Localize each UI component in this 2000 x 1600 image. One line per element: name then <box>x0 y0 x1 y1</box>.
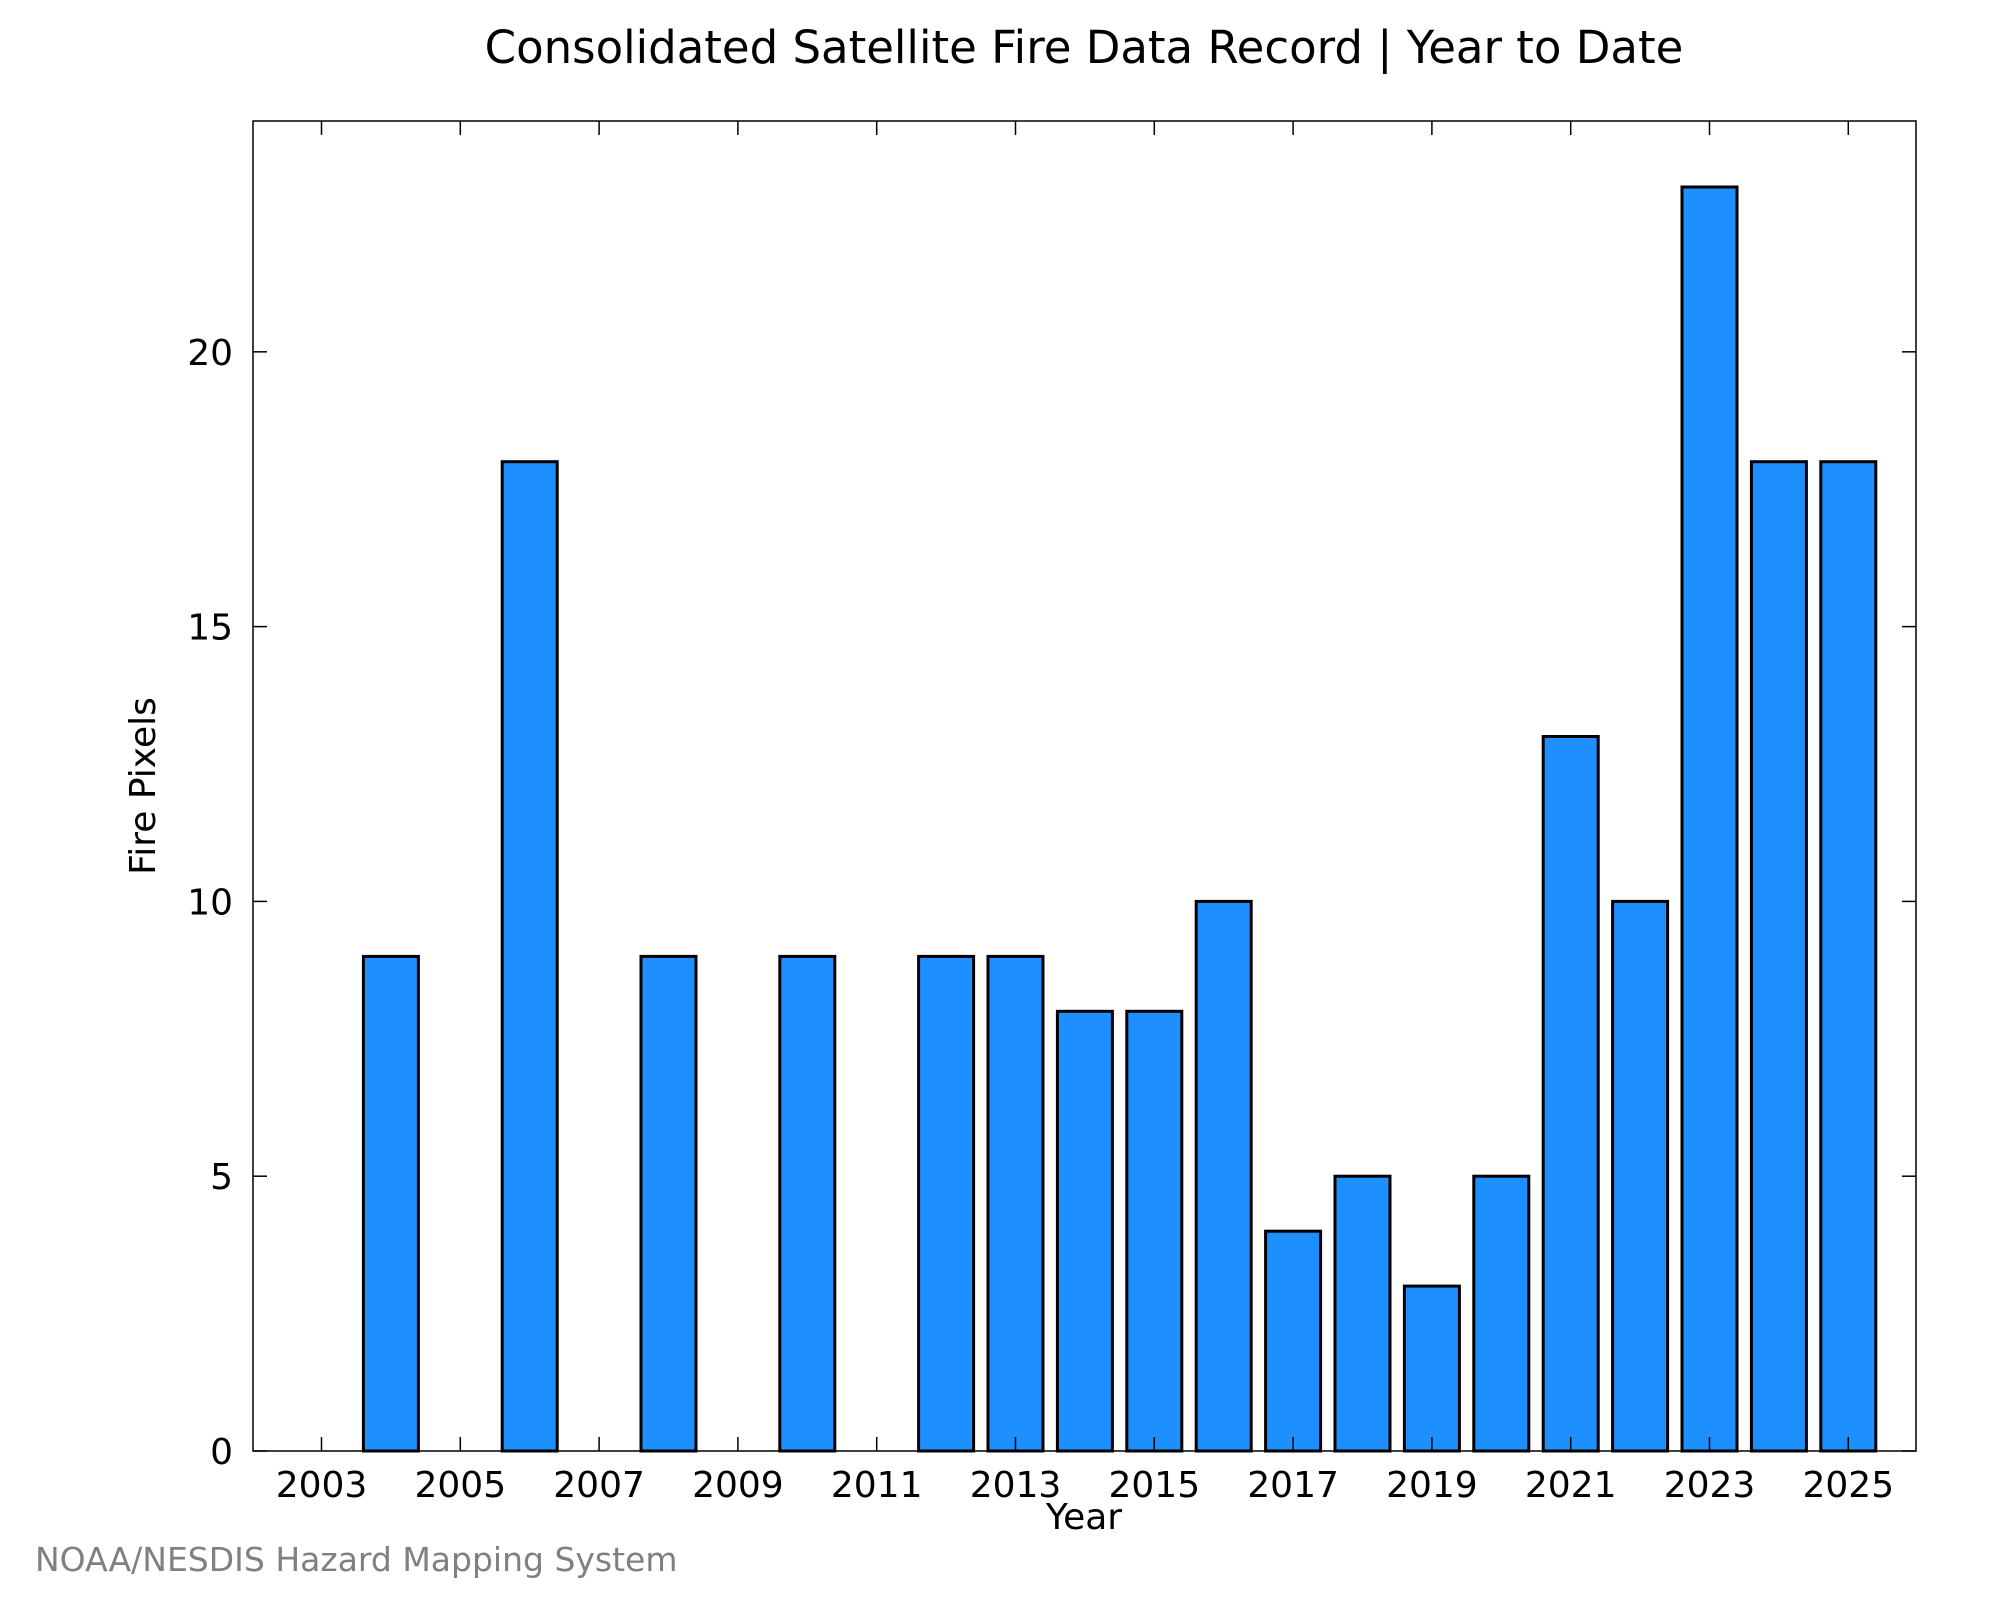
y-tick-label: 20 <box>187 333 233 374</box>
x-tick-label: 2023 <box>1664 1465 1756 1506</box>
bar-2020 <box>1472 1174 1531 1453</box>
bar-2023 <box>1680 185 1739 1453</box>
x-tick-label: 2021 <box>1525 1465 1617 1506</box>
bar-2021 <box>1541 735 1600 1453</box>
bar-2024 <box>1749 460 1808 1453</box>
y-axis-ticks: 0 5 10 15 20 <box>187 333 1916 1473</box>
chart-title: Consolidated Satellite Fire Data Record … <box>485 21 1684 74</box>
bar-2004 <box>361 954 420 1453</box>
x-tick-label: 2003 <box>276 1465 368 1506</box>
bar-2008 <box>639 954 698 1453</box>
x-tick-label: 2017 <box>1247 1465 1339 1506</box>
x-axis-label: Year <box>1045 1497 1122 1538</box>
y-tick-label: 10 <box>187 882 233 923</box>
bar-2016 <box>1194 899 1253 1453</box>
bar-2012 <box>917 954 976 1453</box>
x-tick-label: 2025 <box>1802 1465 1894 1506</box>
bar-2022 <box>1611 899 1670 1453</box>
y-tick-label: 15 <box>187 608 233 649</box>
bar-2010 <box>778 954 837 1453</box>
x-axis-ticks: 2003 2005 2007 2009 2011 2013 2015 2017 2019 2021… <box>276 121 1894 1506</box>
y-tick-label: 0 <box>210 1432 233 1473</box>
x-tick-label: 2015 <box>1108 1465 1200 1506</box>
bar-2013 <box>986 954 1045 1453</box>
x-tick-label: 2009 <box>692 1465 784 1506</box>
bars <box>361 185 1878 1453</box>
y-tick-label: 5 <box>210 1157 233 1198</box>
bar-2025 <box>1819 460 1878 1453</box>
bar-2019 <box>1402 1284 1461 1453</box>
footer-credit: NOAA/NESDIS Hazard Mapping System <box>35 1540 678 1579</box>
x-tick-label: 2005 <box>414 1465 506 1506</box>
bar-2014 <box>1055 1009 1114 1453</box>
x-tick-label: 2007 <box>553 1465 645 1506</box>
bar-2015 <box>1125 1009 1184 1453</box>
bar-2018 <box>1333 1174 1392 1453</box>
x-tick-label: 2011 <box>831 1465 923 1506</box>
x-tick-label: 2019 <box>1386 1465 1478 1506</box>
bar-2006 <box>500 460 559 1453</box>
x-tick-label: 2013 <box>970 1465 1062 1506</box>
bar-2017 <box>1264 1229 1323 1453</box>
y-axis-label: Fire Pixels <box>123 697 164 875</box>
